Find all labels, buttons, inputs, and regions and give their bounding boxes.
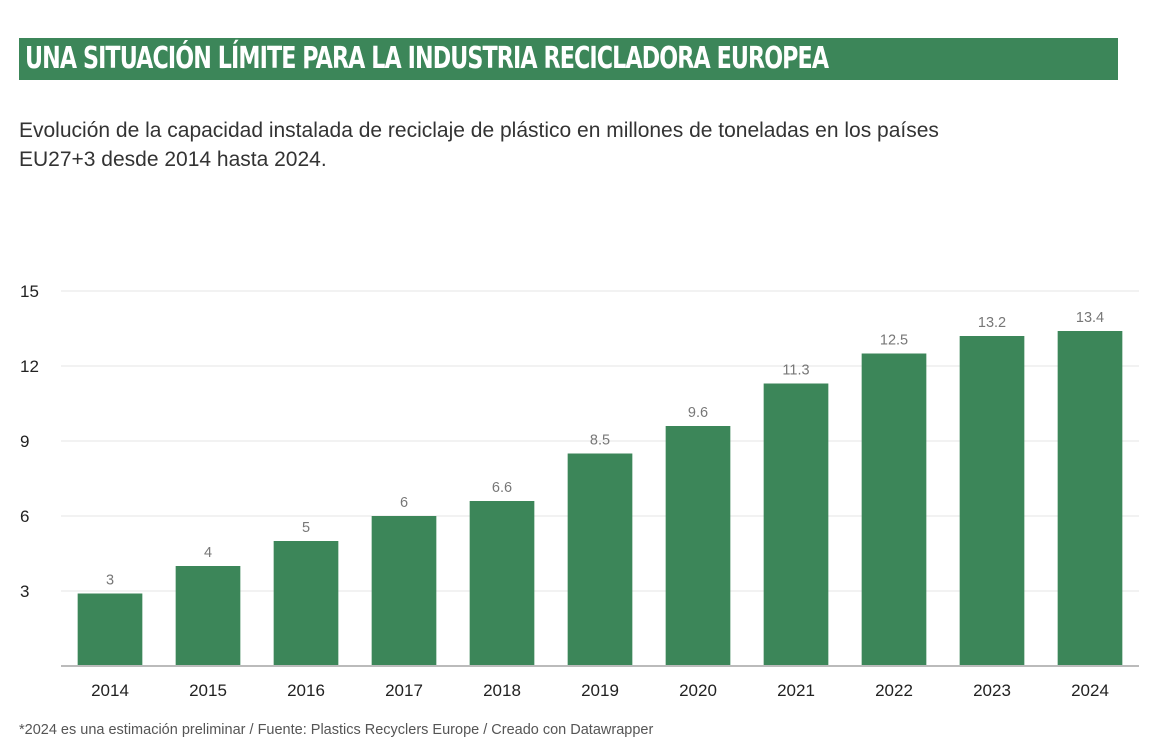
bar <box>371 516 437 666</box>
data-label: 8.5 <box>590 433 610 449</box>
y-axis-ticks: 3 6 9 12 15 <box>20 282 39 601</box>
y-tick-label: 9 <box>20 432 29 451</box>
x-axis-ticks: 2014 2015 2016 2017 2018 2019 2020 2021 2022 2023… <box>91 681 1109 700</box>
bar <box>77 593 143 666</box>
data-label: 6 <box>400 495 408 511</box>
x-tick-label: 2023 <box>973 681 1011 700</box>
x-tick-label: 2015 <box>189 681 227 700</box>
data-label: 6.6 <box>492 480 512 496</box>
y-tick-label: 12 <box>20 357 39 376</box>
bar <box>567 453 633 666</box>
bars <box>77 331 1123 666</box>
data-label: 13.4 <box>1076 310 1104 326</box>
data-label: 11.3 <box>782 363 809 379</box>
y-tick-label: 3 <box>20 582 29 601</box>
bar <box>1057 331 1123 666</box>
bar <box>273 541 339 666</box>
bar <box>175 566 241 666</box>
x-tick-label: 2024 <box>1071 681 1109 700</box>
data-label: 13.2 <box>978 315 1006 331</box>
bar <box>665 426 731 666</box>
data-label: 9.6 <box>688 405 708 421</box>
chart-title: UNA SITUACIÓN LÍMITE PARA LA INDUSTRIA R… <box>25 41 829 76</box>
data-label: 3 <box>106 573 114 589</box>
bar <box>763 383 829 666</box>
x-tick-label: 2018 <box>483 681 521 700</box>
data-label: 12.5 <box>880 333 908 349</box>
x-tick-label: 2020 <box>679 681 717 700</box>
y-tick-label: 15 <box>20 282 39 301</box>
bar <box>959 336 1025 666</box>
x-tick-label: 2022 <box>875 681 913 700</box>
x-tick-label: 2019 <box>581 681 619 700</box>
x-tick-label: 2014 <box>91 681 129 700</box>
source-footnote: *2024 es una estimación preliminar / Fue… <box>19 722 654 738</box>
bar <box>861 353 927 666</box>
bar <box>469 501 535 666</box>
y-tick-label: 6 <box>20 507 29 526</box>
chart-subtitle: Evolución de la capacidad instalada de r… <box>19 119 939 171</box>
title-banner: UNA SITUACIÓN LÍMITE PARA LA INDUSTRIA R… <box>19 38 1119 80</box>
data-label: 5 <box>302 520 310 536</box>
data-label: 4 <box>204 545 212 561</box>
x-tick-label: 2016 <box>287 681 325 700</box>
data-labels: 3 4 5 6 6.6 8.5 9.6 11.3 12.5 13.2 13.4 <box>106 310 1104 589</box>
x-tick-label: 2021 <box>777 681 815 700</box>
x-tick-label: 2017 <box>385 681 423 700</box>
